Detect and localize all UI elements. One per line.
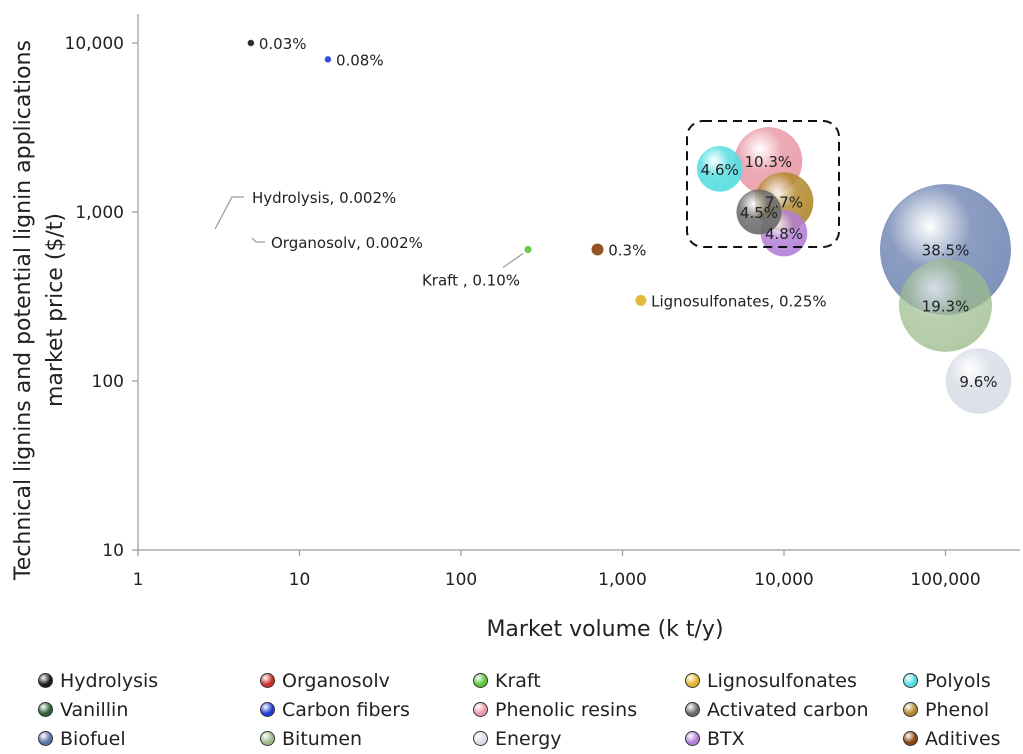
chart-labels: 0.03% 0.08% Kraft , 0.10% 0.3% Lignosulfonat… [214,35,998,391]
legend-item-organosolv: Organosolv [260,668,473,693]
data-label-lignosulfonates: Lignosulfonates, 0.25% [651,292,827,310]
legend-item-polyols: Polyols [903,668,1018,693]
x-tick-label: 10,000 [754,570,813,590]
legend-swatch [260,673,275,688]
legend-swatch [38,731,53,746]
legend-swatch [903,673,918,688]
y-tick-label: 10 [102,541,124,561]
legend-item-energy: Energy [473,726,685,751]
legend-item-hydrolysis: Hydrolysis [38,668,260,693]
x-tick-label: 1,000 [598,570,647,590]
data-label-energy: 9.6% [959,373,997,391]
legend-label: Organosolv [282,669,390,692]
legend-label: Kraft [495,669,541,692]
legend-item-activated-carbon: Activated carbon [685,697,903,722]
legend-swatch [473,673,488,688]
legend-label: Phenolic resins [495,698,638,721]
kraft-leader-line [502,253,524,268]
legend-swatch [38,673,53,688]
legend-item-bitumen: Bitumen [260,726,473,751]
bubble-energy [945,348,1012,414]
legend-label: BTX [707,727,745,750]
bubble-lignosulfonates [635,294,647,307]
x-tick-label: 100,000 [910,570,980,590]
data-label-activated-carbon: 4.5% [740,204,778,222]
legend-item-carbon-fibers: Carbon fibers [260,697,473,722]
data-label-btx: 4.8% [765,225,803,243]
hydrolysis-leader-line [214,196,244,230]
bubble-activated-carbon [736,189,782,235]
data-label-biofuel: 38.5% [922,241,970,259]
legend-item-phenol: Phenol [903,697,1018,722]
data-label-kraft: Kraft , 0.10% [422,271,520,289]
legend-swatch [473,702,488,717]
x-tick-label: 1 [133,570,144,590]
annotation-hydrolysis: Hydrolysis, 0.002% [252,189,396,207]
bubble-hydrolysis [247,39,255,47]
legend-item-vanillin: Vanillin [38,697,260,722]
legend-swatch [903,702,918,717]
legend-item-btx: BTX [685,726,903,751]
bubble-carbon-fibers [324,55,332,63]
legend-label: Bitumen [282,727,363,750]
legend-label: Phenol [925,698,990,721]
y-axis-label-line-2: market price ($/t) [43,213,68,407]
legend-item-kraft: Kraft [473,668,685,693]
x-tick-label: 10 [289,570,311,590]
data-label-hydrolysis: 0.03% [259,35,307,53]
data-label-phenol: 7.7% [765,194,803,212]
y-tick-label: 10,000 [65,34,124,54]
legend-swatch [685,673,700,688]
legend-label: Energy [495,727,562,750]
organosolv-leader-line [251,237,265,243]
legend-item-lignosulfonates: Lignosulfonates [685,668,903,693]
data-label-carbon-fibers: 0.08% [336,51,384,69]
y-tick-label: 100 [92,372,124,392]
y-tick-label: 1,000 [75,203,124,223]
chart-bubbles [247,39,1012,414]
x-axis-label: Market volume (k t/y) [486,617,723,642]
legend-label: Carbon fibers [282,698,410,721]
y-axis-label-line-1: Technical lignins and potential lignin a… [11,40,36,581]
legend-swatch [685,702,700,717]
legend-label: Biofuel [60,727,126,750]
bubble-polyols [696,145,743,192]
annotation-organosolv: Organosolv, 0.002% [271,234,423,252]
legend-swatch [473,731,488,746]
bubble-bitumen [898,258,993,352]
legend-item-phenolic-resins: Phenolic resins [473,697,685,722]
bubble-aditives [591,243,604,256]
data-label-polyols: 4.6% [701,161,739,179]
legend-label: Vanillin [60,698,129,721]
legend-label: Activated carbon [707,698,869,721]
legend-item-aditives: Aditives [903,726,1018,751]
highlight-box [686,120,840,248]
legend-swatch [260,702,275,717]
bubble-kraft [524,245,532,254]
legend-label: Hydrolysis [60,669,159,692]
legend-label: Lignosulfonates [707,669,857,692]
x-tick-label: 100 [445,570,477,590]
legend-swatch [38,702,53,717]
bubble-chart: 1 10 100 1,000 10,000 100,000 10 100 1,000 10,000… [11,14,1020,642]
data-label-aditives: 0.3% [608,241,646,259]
data-label-phenolic-resins: 10.3% [745,153,793,171]
legend-label: Polyols [925,669,991,692]
legend-item-biofuel: Biofuel [38,726,260,751]
legend-swatch [903,731,918,746]
chart-legend: Hydrolysis Organosolv Kraft Lignosulfonates… [38,668,1018,751]
legend-label: Aditives [925,727,1001,750]
data-label-bitumen: 19.3% [922,297,970,315]
legend-swatch [260,731,275,746]
chart-axes: 1 10 100 1,000 10,000 100,000 10 100 1,000 10,000 [65,14,1020,590]
legend-swatch [685,731,700,746]
